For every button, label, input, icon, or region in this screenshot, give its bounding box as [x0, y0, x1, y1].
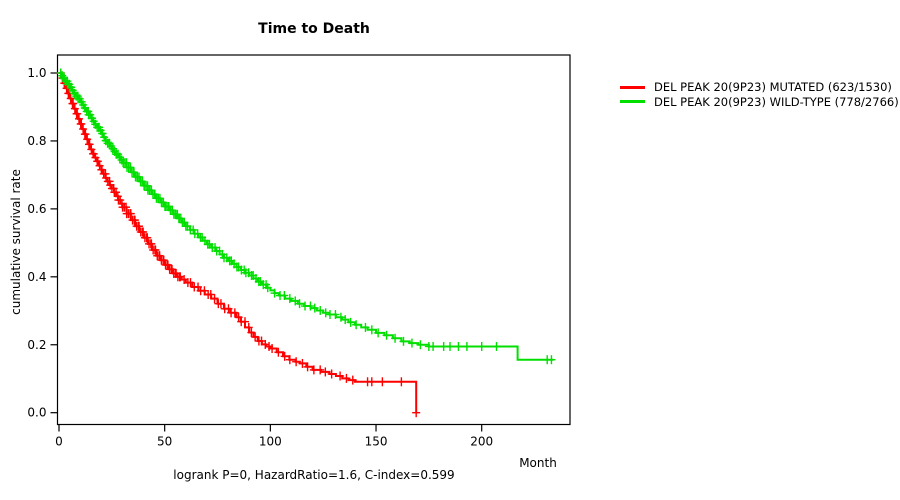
legend-label-wildtype: DEL PEAK 20(9P23) WILD-TYPE (778/2766)	[654, 94, 899, 109]
x-tick-label: 200	[470, 435, 493, 449]
legend: DEL PEAK 20(9P23) MUTATED (623/1530) DEL…	[620, 80, 899, 109]
x-tick-label: 150	[365, 435, 388, 449]
legend-item-wildtype: DEL PEAK 20(9P23) WILD-TYPE (778/2766)	[620, 95, 899, 110]
legend-item-mutated: DEL PEAK 20(9P23) MUTATED (623/1530)	[620, 80, 899, 95]
y-tick-label: 0.2	[27, 338, 46, 352]
stats-caption: logrank P=0, HazardRatio=1.6, C-index=0.…	[173, 468, 455, 482]
x-tick-label: 50	[157, 435, 172, 449]
legend-line-mutated-icon	[620, 85, 645, 89]
x-tick-label: 100	[259, 435, 282, 449]
survival-curves	[56, 68, 556, 418]
legend-label-mutated: DEL PEAK 20(9P23) MUTATED (623/1530)	[654, 80, 892, 94]
y-tick-label: 0.4	[27, 270, 46, 284]
curve-wildtype	[56, 68, 556, 365]
plot-box	[56, 54, 571, 426]
curve-mutated	[56, 68, 421, 418]
km-line-wildtype	[59, 72, 554, 361]
legend-line-wildtype-icon	[620, 100, 645, 104]
km-line-mutated	[59, 72, 418, 413]
x-tick-label: 0	[55, 435, 63, 449]
y-tick-label: 0.6	[27, 202, 46, 216]
y-tick-label: 1.0	[27, 66, 46, 80]
axes: 0 50 100 150 200 0.0 0.2 0.4 0.6 0.8 1.0	[27, 54, 571, 449]
x-axis-label: Month	[519, 456, 557, 470]
y-tick-label: 0.8	[27, 134, 46, 148]
y-tick-label: 0.0	[27, 406, 46, 420]
chart-title: Time to Death	[258, 21, 370, 37]
